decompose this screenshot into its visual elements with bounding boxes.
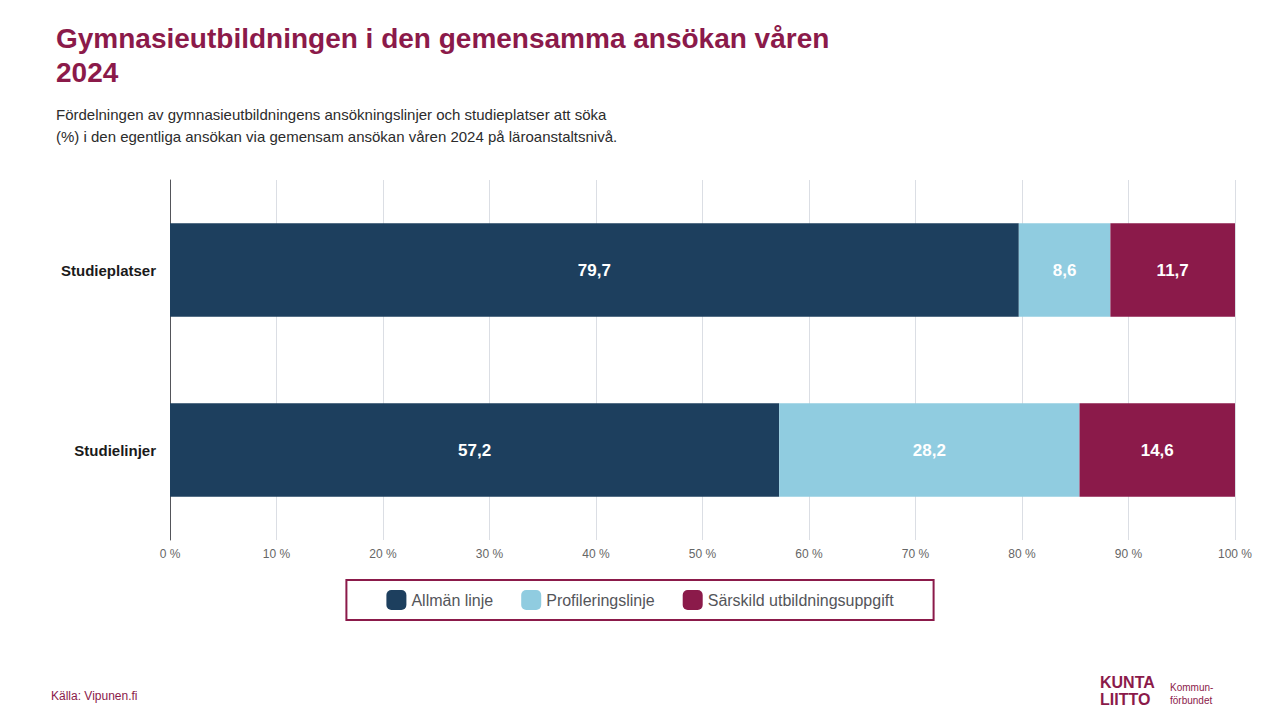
svg-text:förbundet: förbundet <box>1170 695 1212 706</box>
svg-text:0 %: 0 % <box>160 547 181 561</box>
svg-text:79,7: 79,7 <box>578 261 611 280</box>
svg-text:8,6: 8,6 <box>1053 261 1077 280</box>
svg-text:2024: 2024 <box>56 57 119 88</box>
svg-text:Profileringslinje: Profileringslinje <box>546 592 655 609</box>
svg-text:100 %: 100 % <box>1218 547 1252 561</box>
svg-text:50 %: 50 % <box>689 547 717 561</box>
svg-text:20 %: 20 % <box>369 547 397 561</box>
svg-text:80 %: 80 % <box>1008 547 1036 561</box>
svg-text:60 %: 60 % <box>795 547 823 561</box>
svg-text:(%) i den egentliga ansökan vi: (%) i den egentliga ansökan via gemensam… <box>56 128 617 145</box>
svg-text:Studieplatser: Studieplatser <box>61 262 156 279</box>
svg-text:Kommun-: Kommun- <box>1170 682 1213 693</box>
svg-text:40 %: 40 % <box>582 547 610 561</box>
svg-text:KUNTA: KUNTA <box>1100 674 1155 691</box>
svg-text:28,2: 28,2 <box>913 441 946 460</box>
svg-text:LIITTO: LIITTO <box>1100 691 1150 708</box>
svg-text:10 %: 10 % <box>263 547 291 561</box>
svg-text:11,7: 11,7 <box>1157 261 1189 280</box>
svg-text:Särskild utbildningsuppgift: Särskild utbildningsuppgift <box>708 592 894 609</box>
svg-text:Studielinjer: Studielinjer <box>74 442 156 459</box>
svg-text:Allmän linje: Allmän linje <box>411 592 493 609</box>
svg-text:Fördelningen av gymnasieutbild: Fördelningen av gymnasieutbildningens an… <box>56 106 607 123</box>
svg-text:57,2: 57,2 <box>458 441 491 460</box>
svg-text:14,6: 14,6 <box>1141 441 1174 460</box>
svg-text:Källa: Vipunen.fi: Källa: Vipunen.fi <box>51 689 138 703</box>
svg-text:Gymnasieutbildningen i den gem: Gymnasieutbildningen i den gemensamma an… <box>56 23 829 54</box>
svg-text:30 %: 30 % <box>476 547 504 561</box>
svg-text:70 %: 70 % <box>902 547 930 561</box>
svg-text:90 %: 90 % <box>1115 547 1143 561</box>
